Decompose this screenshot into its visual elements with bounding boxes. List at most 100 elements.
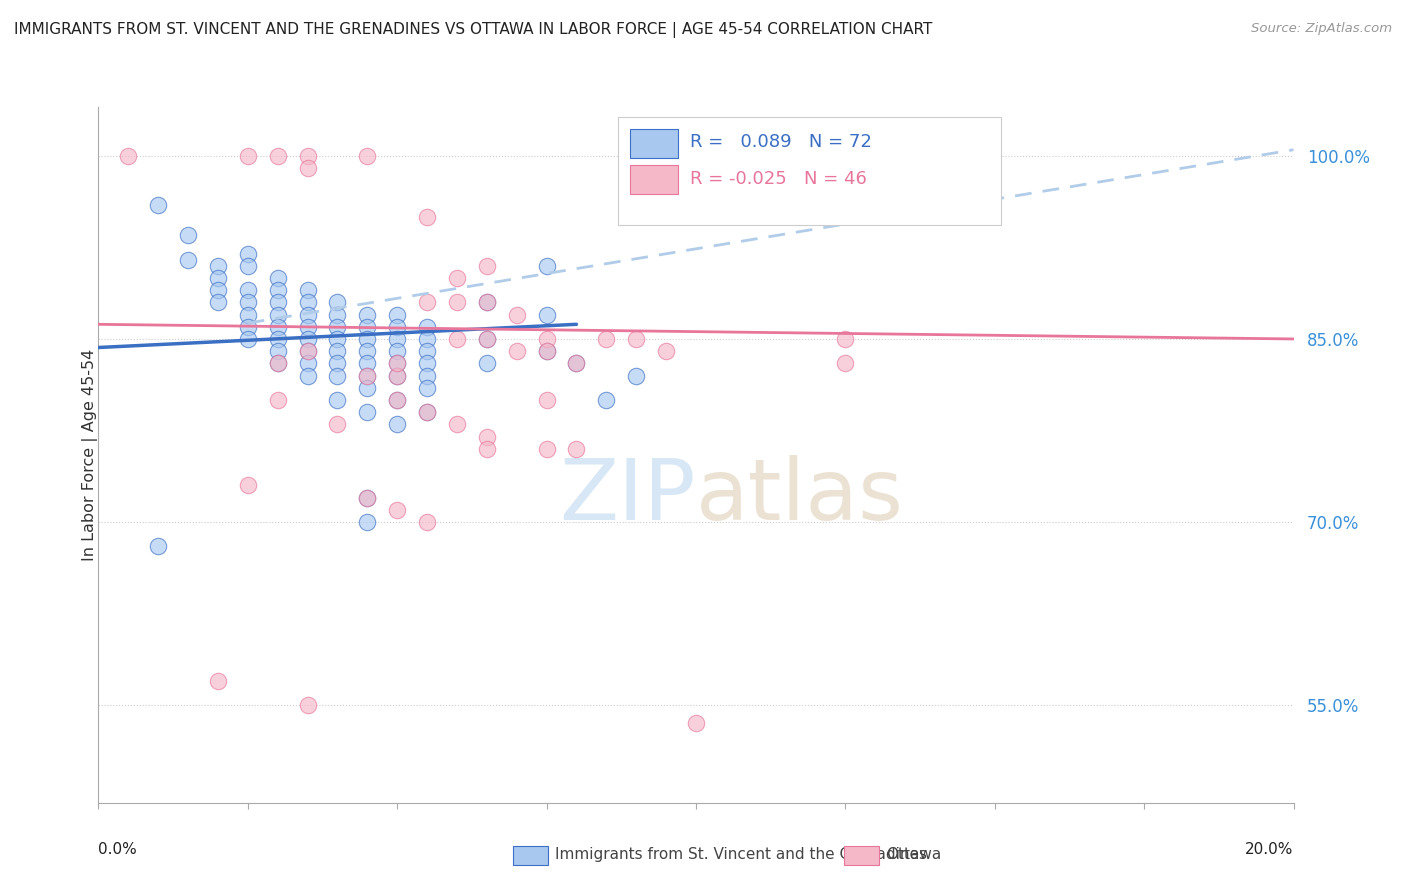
Text: 0.0%: 0.0% xyxy=(98,842,138,857)
Point xyxy=(416,368,439,383)
Point xyxy=(267,271,290,285)
Point xyxy=(267,344,290,359)
Point xyxy=(385,392,409,407)
Point xyxy=(385,319,409,334)
Point xyxy=(385,368,409,383)
Text: R =   0.089   N = 72: R = 0.089 N = 72 xyxy=(690,133,872,151)
Point xyxy=(565,356,588,370)
Point xyxy=(326,417,349,432)
Point xyxy=(624,332,647,346)
Point xyxy=(475,429,498,443)
Point xyxy=(416,515,439,529)
Point xyxy=(207,283,229,297)
Point xyxy=(267,392,290,407)
Point xyxy=(297,356,319,370)
Point xyxy=(536,259,558,273)
Point xyxy=(416,332,439,346)
Y-axis label: In Labor Force | Age 45-54: In Labor Force | Age 45-54 xyxy=(82,349,98,561)
Point xyxy=(207,295,229,310)
Point xyxy=(536,392,558,407)
Point xyxy=(475,332,498,346)
Point xyxy=(385,332,409,346)
Point xyxy=(356,491,378,505)
Point xyxy=(385,417,409,432)
Point xyxy=(236,319,259,334)
Point xyxy=(446,295,468,310)
Point xyxy=(536,344,558,359)
Point xyxy=(207,259,229,273)
Point xyxy=(536,308,558,322)
Point xyxy=(297,368,319,383)
Point xyxy=(267,319,290,334)
Point xyxy=(117,149,139,163)
Point xyxy=(385,503,409,517)
Point xyxy=(416,210,439,224)
Point xyxy=(267,295,290,310)
Point xyxy=(326,356,349,370)
Point xyxy=(356,332,378,346)
Text: Source: ZipAtlas.com: Source: ZipAtlas.com xyxy=(1251,22,1392,36)
Point xyxy=(834,332,856,346)
Point xyxy=(475,295,498,310)
Point xyxy=(595,392,617,407)
Point xyxy=(356,308,378,322)
Point xyxy=(685,716,707,731)
Point xyxy=(475,259,498,273)
Point xyxy=(267,149,290,163)
Point xyxy=(356,381,378,395)
Point xyxy=(834,356,856,370)
Point xyxy=(536,332,558,346)
Point xyxy=(385,344,409,359)
Point xyxy=(385,308,409,322)
Point xyxy=(565,442,588,456)
Point xyxy=(297,332,319,346)
Point xyxy=(236,295,259,310)
Point xyxy=(536,442,558,456)
Point xyxy=(236,283,259,297)
Point xyxy=(267,283,290,297)
Text: Ottawa: Ottawa xyxy=(886,847,941,862)
Point xyxy=(416,319,439,334)
Point xyxy=(416,405,439,419)
Point xyxy=(148,197,170,211)
Point xyxy=(267,356,290,370)
Point xyxy=(297,344,319,359)
Point xyxy=(236,149,259,163)
Point xyxy=(446,271,468,285)
Point xyxy=(475,295,498,310)
Point xyxy=(356,515,378,529)
Point xyxy=(356,491,378,505)
Point xyxy=(297,283,319,297)
Point xyxy=(207,673,229,688)
Point xyxy=(385,392,409,407)
Point xyxy=(416,381,439,395)
Point xyxy=(416,344,439,359)
Point xyxy=(326,319,349,334)
Point xyxy=(236,478,259,492)
FancyBboxPatch shape xyxy=(619,118,1001,226)
Point xyxy=(536,344,558,359)
Point xyxy=(326,392,349,407)
Point xyxy=(356,344,378,359)
Point xyxy=(565,356,588,370)
Point xyxy=(475,442,498,456)
Text: atlas: atlas xyxy=(696,455,904,538)
Point xyxy=(356,368,378,383)
Point xyxy=(297,308,319,322)
Point xyxy=(356,405,378,419)
Point xyxy=(385,356,409,370)
Point xyxy=(297,149,319,163)
Point xyxy=(326,332,349,346)
Point xyxy=(326,295,349,310)
Point xyxy=(595,332,617,346)
Point xyxy=(356,368,378,383)
Point xyxy=(236,246,259,260)
Point xyxy=(446,417,468,432)
Point xyxy=(326,344,349,359)
Point xyxy=(267,332,290,346)
Point xyxy=(624,368,647,383)
Point xyxy=(416,356,439,370)
Point xyxy=(506,344,529,359)
Point xyxy=(297,319,319,334)
Point xyxy=(385,368,409,383)
